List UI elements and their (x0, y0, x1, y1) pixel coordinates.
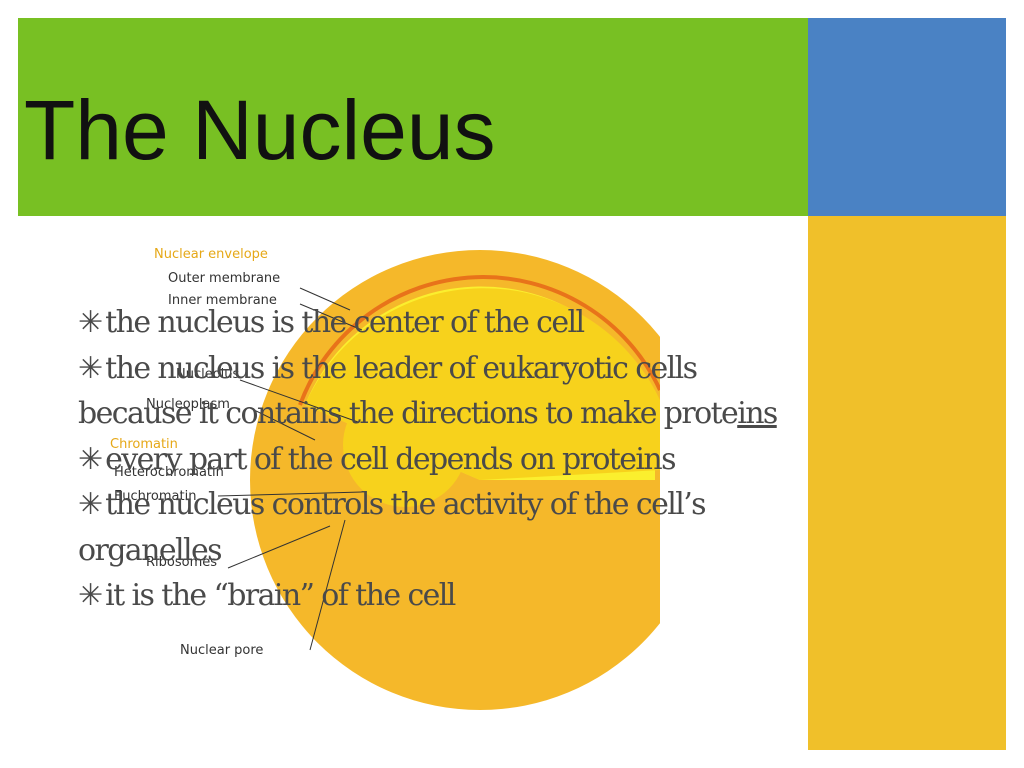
bullet-item: ✳the nucleus is the center of the cell (78, 300, 798, 346)
leader-line-inner (299, 303, 363, 331)
asterisk-bullet-icon: ✳ (78, 487, 104, 522)
bullet-item: ✳it is the “brain” of the cell (78, 573, 798, 619)
accent-block-blue (808, 18, 1006, 216)
bullet-text: the nucleus controls the activity of the… (78, 487, 707, 568)
asterisk-bullet-icon: ✳ (78, 350, 104, 386)
asterisk-bullet-icon: ✳ (78, 578, 104, 613)
bullet-item: ✳every part of the cell depends on prote… (78, 437, 798, 483)
asterisk-bullet-icon: ✳ (78, 441, 104, 477)
slide-title: The Nucleus (24, 83, 496, 177)
label-nucleoplasm: Nucleoplasm (146, 397, 230, 412)
nucleus-diagram-svg: Nuclear envelope Outer membrane Inner me… (110, 247, 660, 710)
bullet-text: it is the “brain” of the cell (105, 578, 456, 613)
label-inner-membrane: Inner membrane (168, 293, 277, 308)
bullet-item: ✳the nucleus controls the activity of th… (78, 482, 798, 573)
bullet-text: every part of the cell depends on protei… (105, 441, 676, 477)
leader-line-nucleoplasm (249, 407, 316, 441)
bullet-text: the nucleus is the leader of eukaryotic … (78, 350, 739, 432)
bullet-text: the nucleus is the center of the cell (105, 305, 585, 340)
label-chromatin: Chromatin (110, 437, 178, 452)
leader-line-pore (309, 519, 346, 651)
leader-line-ribosomes (227, 525, 331, 569)
nuclear-envelope-arc (298, 275, 660, 406)
label-nuclear-pore: Nuclear pore (180, 643, 263, 658)
label-nuclear-envelope: Nuclear envelope (154, 247, 268, 262)
label-nucleolus: Nucleolus (176, 367, 240, 382)
bullet-list: ✳the nucleus is the center of the cell ✳… (78, 300, 798, 619)
label-ribosomes: Ribosomes (146, 555, 217, 570)
nucleus-diagram: Nuclear envelope Outer membrane Inner me… (100, 230, 660, 720)
leader-line-nucleolus (239, 379, 359, 423)
nucleolus-sphere (343, 383, 467, 507)
bullet-item: ✳the nucleus is the leader of eukaryotic… (78, 346, 798, 437)
leader-line-euchromatin (217, 491, 363, 497)
bullet-text-underlined: ins (737, 396, 778, 431)
leader-line-outer (299, 287, 351, 311)
title-bar: The Nucleus (18, 18, 808, 216)
label-outer-membrane: Outer membrane (168, 271, 280, 286)
label-heterochromatin: Heterochromatin (114, 465, 224, 480)
accent-block-yellow (808, 216, 1006, 750)
asterisk-bullet-icon: ✳ (78, 305, 104, 340)
label-euchromatin: Euchromatin (114, 489, 196, 504)
